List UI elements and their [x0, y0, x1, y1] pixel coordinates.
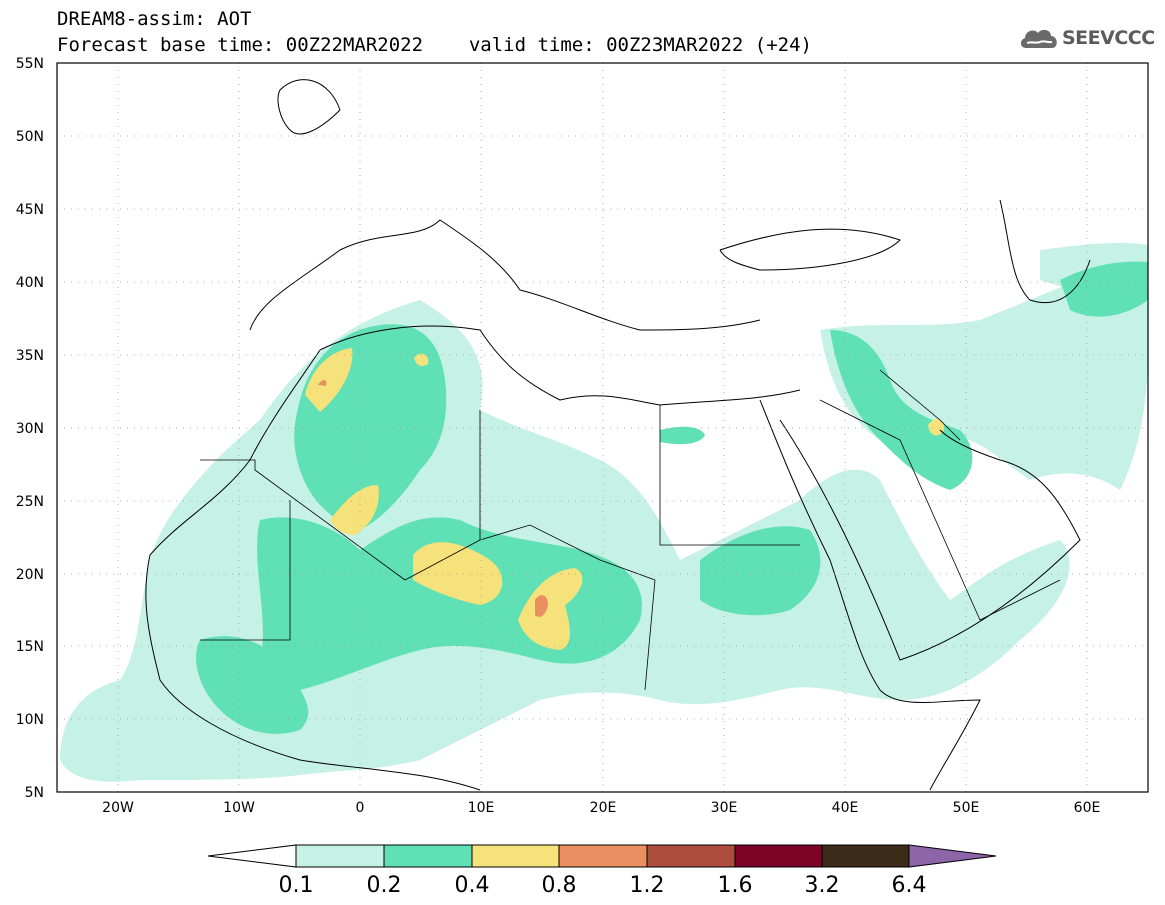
coast-mediterranean-south — [319, 325, 801, 406]
coast-black-sea — [719, 228, 901, 271]
lon-label: 30E — [711, 800, 738, 816]
lat-label: 30N — [16, 421, 44, 437]
colorbar-label: 3.2 — [805, 873, 840, 898]
aot-region-mali-green — [196, 636, 309, 734]
lat-label: 35N — [16, 348, 44, 364]
lat-label: 25N — [16, 494, 44, 510]
coast-horn — [879, 689, 981, 791]
aot-region-iraq-green — [830, 330, 973, 490]
coast-red-sea — [759, 399, 881, 691]
border-sahara-2 — [404, 524, 656, 581]
lon-label: 20W — [102, 800, 134, 816]
aot-region-chad-yellow — [518, 568, 583, 650]
lat-label: 55N — [16, 56, 44, 72]
aot-region-niger-yellow — [413, 542, 503, 605]
longitude-labels: 20W 10W 0 10E 20E 30E 40E 50E 60E — [102, 800, 1100, 816]
lon-label: 20E — [590, 800, 617, 816]
colorbar-swatch — [471, 844, 560, 868]
lat-label: 40N — [16, 275, 44, 291]
colorbar-swatch — [558, 844, 648, 868]
coastlines — [145, 79, 1091, 791]
colorbar-label: 1.2 — [630, 873, 665, 898]
colorbar-high-arrow — [908, 844, 997, 868]
border-iran-iraq — [879, 369, 961, 441]
colorbar-swatch — [821, 844, 910, 868]
border-mali — [200, 500, 291, 641]
colorbar-label: 0.2 — [367, 873, 402, 898]
colorbar-label: 0.1 — [279, 873, 314, 898]
colorbar-label: 1.6 — [718, 873, 753, 898]
cloud-icon — [1020, 29, 1057, 48]
coast-west-africa — [145, 349, 321, 761]
colorbar-label: 0.4 — [455, 873, 490, 898]
aot-orange-layer — [318, 379, 548, 617]
lat-label: 20N — [16, 567, 44, 583]
coast-caspian — [999, 199, 1091, 304]
aot-region-chad-green — [257, 517, 642, 694]
aot-yellow-layer — [305, 348, 945, 650]
valid-time: valid time: 00Z23MAR2022 (+24) — [468, 34, 812, 56]
coast-uk — [277, 79, 341, 135]
lon-label: 10W — [223, 800, 255, 816]
colorbar-label: 0.8 — [542, 873, 577, 898]
coast-europe-south — [249, 219, 761, 331]
aot-region-algeria-yellow — [330, 485, 379, 535]
figure-title: DREAM8-assim: AOT — [57, 8, 252, 30]
logo-text: SEEVCCC — [1062, 27, 1155, 49]
lat-label: 5N — [25, 785, 44, 801]
graticule — [57, 63, 1148, 792]
coast-arabia — [779, 419, 1081, 661]
lat-label: 10N — [16, 712, 44, 728]
country-borders — [200, 369, 1061, 691]
map-layer — [57, 63, 1148, 792]
border-arabia — [819, 399, 1061, 621]
aot-region-kuwait-yellow — [928, 418, 945, 436]
lon-label: 10E — [468, 800, 495, 816]
figure-subtitle: Forecast base time: 00Z22MAR2022 valid t… — [57, 35, 812, 55]
lon-label: 60E — [1074, 800, 1101, 816]
lon-label: 0 — [356, 800, 365, 816]
lat-label: 50N — [16, 129, 44, 145]
border-sudan-chad — [644, 579, 656, 691]
aot-region-iran-green — [1060, 261, 1148, 317]
colorbar-swatch — [734, 844, 823, 868]
colorbar-label: 6.4 — [892, 873, 927, 898]
border-sahara-1 — [200, 459, 406, 581]
colorbar-swatch — [295, 844, 385, 868]
coast-gulf-guinea — [299, 759, 481, 791]
colorbar-swatch — [646, 844, 736, 868]
lon-label: 40E — [832, 800, 859, 816]
lon-label: 50E — [953, 800, 980, 816]
aot-region-algeria-small-yellow — [414, 353, 429, 366]
map-frame — [56, 62, 1149, 793]
lat-label: 15N — [16, 639, 44, 655]
aot-region-chad-orange — [535, 595, 548, 617]
aot-region-morocco-orange — [318, 379, 327, 386]
colorbar: 0.1 0.2 0.4 0.8 1.2 1.6 3.2 6.4 — [207, 844, 997, 898]
base-time: Forecast base time: 00Z22MAR2022 — [57, 34, 424, 56]
aot-region-morocco-yellow — [305, 348, 353, 412]
aot-region-egypt-green — [660, 426, 705, 445]
colorbar-swatch — [383, 844, 473, 868]
border-libya-egypt — [659, 405, 800, 546]
aot-region-sudan-green — [700, 526, 821, 616]
latitude-labels: 55N 50N 45N 40N 35N 30N 25N 20N 15N 10N … — [16, 56, 44, 801]
lat-label: 45N — [16, 202, 44, 218]
aot-green-layer — [196, 261, 1148, 734]
seevccc-logo: SEEVCCC — [1018, 22, 1158, 56]
colorbar-low-arrow — [207, 844, 297, 868]
